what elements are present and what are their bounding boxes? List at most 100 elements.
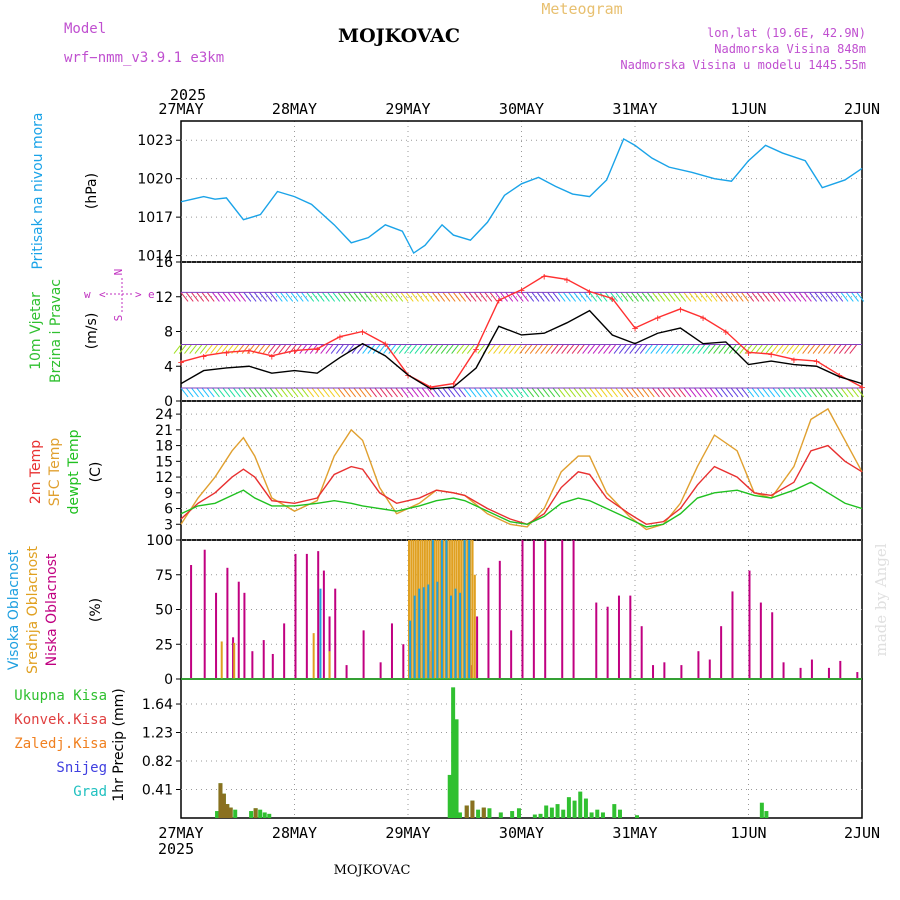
wind-barb (348, 387, 357, 398)
wind-barb (220, 344, 229, 354)
wind-barb (398, 344, 407, 354)
wind-barb (322, 387, 330, 398)
cloud-bar (345, 665, 348, 679)
wind-barb (442, 387, 451, 398)
wind-barb (835, 292, 844, 302)
pressure-axis-label: Pritisak na nivou mora (30, 112, 46, 269)
wind-barb (608, 344, 617, 354)
wind-barb (325, 344, 334, 354)
wind-barb (212, 292, 220, 302)
compass-e: e (148, 288, 155, 301)
cloud-bar (617, 595, 620, 679)
wind-barb (550, 344, 559, 354)
wind-barb (280, 387, 288, 398)
wind-barb (777, 387, 786, 398)
gust-marker: + (427, 381, 434, 394)
precip-bar (600, 812, 605, 818)
wind-barb (707, 344, 716, 354)
wind-barb (777, 292, 786, 302)
wind-barb (390, 387, 398, 398)
wind-barb (531, 387, 540, 398)
wind-barb (823, 344, 831, 354)
wind-barb (327, 292, 336, 302)
wind-barb (201, 387, 210, 398)
wind-barb (262, 344, 271, 354)
wind-barb (253, 387, 262, 398)
wind-barb (563, 292, 571, 302)
wind-barb (253, 292, 262, 302)
cloud-bar (215, 592, 218, 679)
wind-barb (678, 387, 687, 398)
wind-barb (405, 292, 414, 302)
cloud-bar (410, 540, 413, 679)
wind-barb (692, 344, 701, 354)
precip-bar (267, 813, 272, 818)
gust-marker: + (722, 326, 729, 339)
wind-barb (536, 292, 545, 302)
wind-barb (803, 387, 812, 398)
wind-barb (484, 292, 493, 302)
gust-marker: + (268, 350, 275, 363)
precip-bar (249, 811, 254, 818)
wind-barb (468, 387, 477, 398)
wind-barb (641, 292, 650, 302)
wind-barb (316, 387, 325, 398)
wind-barb (613, 344, 622, 354)
wind-barb (744, 344, 753, 354)
wind-barb (624, 344, 632, 354)
wind-barb (666, 344, 674, 354)
wind-barb (767, 292, 776, 302)
wind-barb (576, 344, 585, 354)
precip-bar (635, 815, 639, 818)
cloud-bar (827, 667, 830, 679)
gust-marker: + (632, 322, 639, 335)
wind-barb (322, 292, 330, 302)
cloud-bar (428, 540, 431, 679)
wind-barb (473, 387, 482, 398)
wind-barb (542, 292, 550, 302)
wind-barb (437, 387, 446, 398)
wind-barb (561, 344, 570, 354)
wind-barb (342, 292, 351, 302)
wind-barb (435, 344, 444, 354)
wind-barb (702, 344, 711, 354)
wind-barb (824, 292, 833, 302)
wind-barb (206, 292, 215, 302)
y-tick-label: 4 (164, 359, 173, 375)
wind-barb (725, 387, 734, 398)
cloud-bar (510, 630, 513, 679)
wind-barb (458, 387, 467, 398)
wind-barb (180, 292, 189, 302)
top-day-label: 31MAY (612, 100, 657, 118)
wind-barb (772, 292, 781, 302)
cloud-bar (606, 606, 609, 679)
wind-barb (185, 292, 194, 302)
wind-barb (274, 387, 283, 398)
wind-barb (589, 387, 597, 398)
compass-left: < (99, 288, 106, 301)
wind-barb (524, 344, 533, 354)
wind-barb (610, 292, 618, 302)
cloud-bar (544, 540, 547, 679)
wind-barb (194, 344, 203, 354)
cloud-bar (422, 587, 425, 679)
wind-barb (335, 344, 344, 354)
wind-barb (425, 344, 433, 354)
cloud-bar (283, 623, 286, 679)
wind-barb (618, 344, 627, 354)
precip-bar (617, 809, 622, 818)
cloud-bar (720, 626, 723, 679)
wind-barb (411, 387, 419, 398)
cloud-bar (414, 540, 417, 679)
wind-barb (505, 292, 514, 302)
wind-barb (510, 387, 519, 398)
wind-barb (667, 292, 676, 302)
wind-barb (191, 292, 199, 302)
wind-barb (316, 292, 325, 302)
top-day-label: 2JUN (844, 100, 880, 118)
cloud-bar (532, 540, 535, 679)
wind-barb (655, 344, 664, 354)
cloud-bar (810, 659, 813, 679)
wind-barb (342, 387, 351, 398)
wind-barb (730, 292, 739, 302)
